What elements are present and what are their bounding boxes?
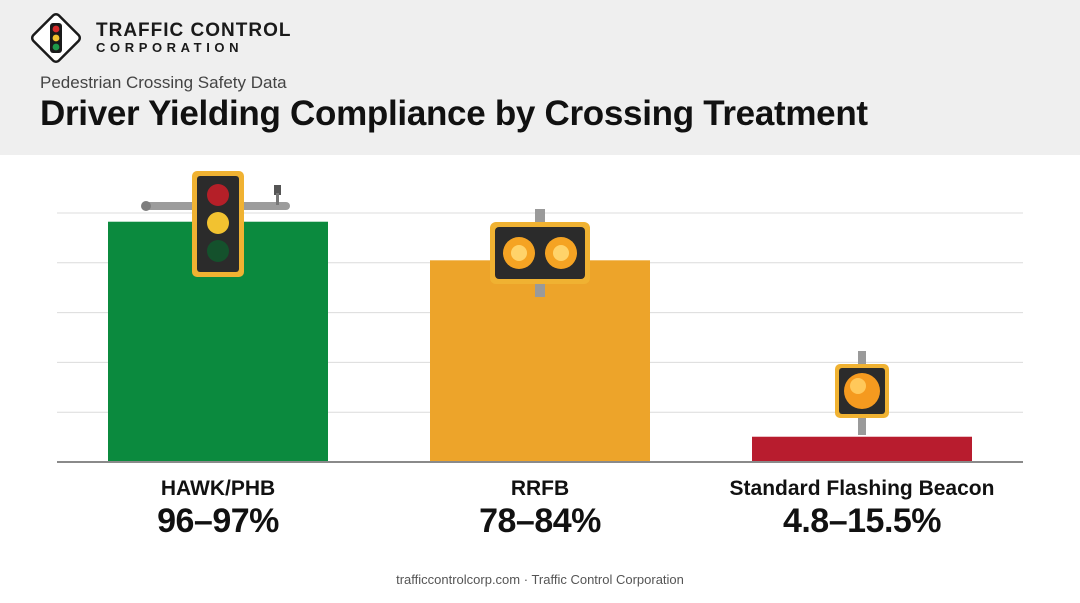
chart-icons (141, 171, 889, 435)
value-label-hawk-phb: 96–97% (157, 502, 279, 540)
page-subtitle: Pedestrian Crossing Safety Data (40, 73, 287, 92)
category-label-hawk-phb: HAWK/PHB (160, 477, 276, 500)
category-label-rrfb: RRFB (510, 477, 570, 500)
bar-chart (57, 171, 1023, 463)
flashing-beacon-icon (835, 351, 889, 435)
category-label-flashing-beacon: Standard Flashing Beacon (729, 477, 995, 500)
value-label-flashing-beacon: 4.8–15.5% (782, 502, 942, 540)
pedestrian-hybrid-beacon-icon (141, 171, 290, 277)
value-label-rrfb: 78–84% (479, 502, 601, 540)
footer-credit: trafficcontrolcorp.com · Traffic Control… (396, 572, 684, 587)
brand-name: TRAFFIC CONTROL (96, 20, 292, 41)
traffic-light-logo-icon (30, 12, 82, 64)
bar (752, 436, 972, 462)
page-title: Driver Yielding Compliance by Crossing T… (40, 94, 868, 133)
rrfb-beacon-icon (490, 209, 590, 297)
brand-tagline: CORPORATION (96, 40, 244, 55)
header-band: TRAFFIC CONTROL CORPORATION Pedestrian C… (0, 0, 1080, 155)
